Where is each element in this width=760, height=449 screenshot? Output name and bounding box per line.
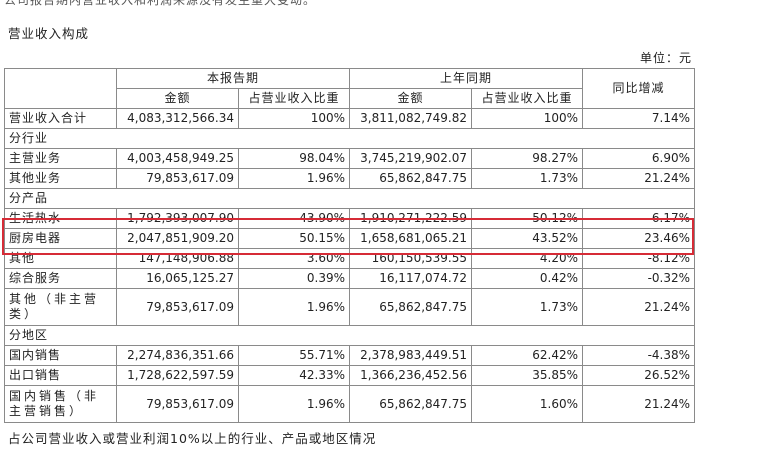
section-label-industry: 分行业 bbox=[3, 128, 696, 149]
current-amount: 1,728,622,597.59 bbox=[116, 365, 239, 386]
previous-amount: 1,658,681,065.21 bbox=[349, 228, 473, 249]
section-row: 分行业 bbox=[3, 128, 696, 149]
previous-ratio: 62.42% bbox=[471, 345, 584, 366]
header-same-period-last-year: 上年同期 bbox=[349, 68, 584, 89]
previous-ratio: 1.60% bbox=[471, 385, 584, 423]
current-amount: 79,853,617.09 bbox=[116, 385, 239, 423]
current-amount: 16,065,125.27 bbox=[116, 268, 239, 289]
current-amount: 4,083,312,566.34 bbox=[116, 108, 239, 129]
current-ratio: 43.90% bbox=[237, 208, 351, 229]
table-row: 国内销售（非主营销售） 79,853,617.09 1.96% 65,862,8… bbox=[4, 385, 696, 423]
previous-amount: 3,811,082,749.82 bbox=[349, 108, 473, 129]
current-ratio: 3.60% bbox=[237, 248, 351, 269]
previous-amount: 65,862,847.75 bbox=[349, 168, 473, 189]
subheader-amount: 金额 bbox=[349, 88, 473, 109]
previous-amount: 3,745,219,902.07 bbox=[349, 148, 473, 169]
row-label: 其他 bbox=[4, 248, 117, 269]
yoy-change: 21.24% bbox=[582, 288, 696, 326]
yoy-change: 6.90% bbox=[582, 148, 696, 169]
row-label: 综合服务 bbox=[4, 268, 117, 289]
row-label: 国内销售 bbox=[4, 345, 117, 366]
current-amount: 1,792,393,007.90 bbox=[116, 208, 239, 229]
previous-ratio: 43.52% bbox=[471, 228, 584, 249]
table-row: 主营业务 4,003,458,949.25 98.04% 3,745,219,9… bbox=[4, 148, 696, 169]
yoy-change: 23.46% bbox=[582, 228, 696, 249]
yoy-change: -8.12% bbox=[582, 248, 696, 269]
row-label: 国内销售（非主营销售） bbox=[4, 385, 117, 423]
previous-ratio: 1.73% bbox=[471, 288, 584, 326]
previous-amount: 1,910,271,222.59 bbox=[349, 208, 473, 229]
revenue-composition-table: 本报告期 上年同期 同比增减 金额 占营业收入比重 金额 占营业收入比重 营业收… bbox=[3, 68, 696, 423]
previous-amount: 1,366,236,452.56 bbox=[349, 365, 473, 386]
row-label: 营业收入合计 bbox=[4, 108, 117, 129]
previous-ratio: 98.27% bbox=[471, 148, 584, 169]
section-row: 分地区 bbox=[3, 325, 696, 346]
previous-ratio: 1.73% bbox=[471, 168, 584, 189]
yoy-change: -0.32% bbox=[582, 268, 696, 289]
previous-ratio: 4.20% bbox=[471, 248, 584, 269]
table-row: 其他 147,148,906.88 3.60% 160,150,539.55 4… bbox=[4, 248, 696, 269]
section-row: 分产品 bbox=[3, 188, 696, 209]
current-ratio: 42.33% bbox=[237, 365, 351, 386]
previous-ratio: 100% bbox=[471, 108, 584, 129]
header-current-period: 本报告期 bbox=[115, 68, 351, 89]
table-row: 国内销售 2,274,836,351.66 55.71% 2,378,983,4… bbox=[4, 345, 696, 366]
current-amount: 147,148,906.88 bbox=[116, 248, 239, 269]
table-row: 营业收入合计 4,083,312,566.34 100% 3,811,082,7… bbox=[4, 108, 696, 129]
table-row: 生活热水 1,792,393,007.90 43.90% 1,910,271,2… bbox=[4, 208, 696, 229]
unit-label: 单位：元 bbox=[639, 51, 692, 65]
yoy-change: -4.38% bbox=[582, 345, 696, 366]
yoy-change: -6.17% bbox=[582, 208, 696, 229]
subheader-ratio: 占营业收入比重 bbox=[237, 88, 351, 109]
previous-amount: 160,150,539.55 bbox=[349, 248, 473, 269]
current-ratio: 1.96% bbox=[237, 288, 351, 326]
previous-ratio: 35.85% bbox=[471, 365, 584, 386]
previous-amount: 65,862,847.75 bbox=[349, 385, 473, 423]
footnote: 占公司营业收入或营业利润10%以上的行业、产品或地区情况 bbox=[8, 431, 377, 446]
yoy-change: 26.52% bbox=[582, 365, 696, 386]
table-row: 其他（非主营类） 79,853,617.09 1.96% 65,862,847.… bbox=[4, 288, 696, 326]
current-ratio: 98.04% bbox=[237, 148, 351, 169]
yoy-change: 21.24% bbox=[582, 168, 696, 189]
current-ratio: 1.96% bbox=[237, 385, 351, 423]
current-ratio: 50.15% bbox=[237, 228, 351, 249]
row-label: 厨房电器 bbox=[4, 228, 117, 249]
row-label: 主营业务 bbox=[4, 148, 117, 169]
yoy-change: 7.14% bbox=[582, 108, 696, 129]
header-blank-cell bbox=[4, 68, 117, 109]
section-label-region: 分地区 bbox=[3, 325, 696, 346]
previous-ratio: 0.42% bbox=[471, 268, 584, 289]
current-amount: 79,853,617.09 bbox=[116, 168, 239, 189]
subheader-amount: 金额 bbox=[116, 88, 239, 109]
previous-amount: 65,862,847.75 bbox=[349, 288, 473, 326]
current-amount: 4,003,458,949.25 bbox=[116, 148, 239, 169]
header-row: 本报告期 上年同期 同比增减 bbox=[4, 68, 696, 109]
current-ratio: 0.39% bbox=[237, 268, 351, 289]
current-ratio: 100% bbox=[237, 108, 351, 129]
header-yoy: 同比增减 bbox=[582, 68, 696, 109]
row-label: 其他业务 bbox=[4, 168, 117, 189]
current-amount: 2,047,851,909.20 bbox=[116, 228, 239, 249]
section-heading: 营业收入构成 bbox=[8, 26, 90, 41]
previous-ratio: 50.12% bbox=[471, 208, 584, 229]
previous-amount: 2,378,983,449.51 bbox=[349, 345, 473, 366]
section-label-product: 分产品 bbox=[3, 188, 696, 209]
yoy-change: 21.24% bbox=[582, 385, 696, 423]
subheader-ratio: 占营业收入比重 bbox=[471, 88, 584, 109]
table-row: 综合服务 16,065,125.27 0.39% 16,117,074.72 0… bbox=[4, 268, 696, 289]
row-label: 出口销售 bbox=[4, 365, 117, 386]
table-row: 厨房电器 2,047,851,909.20 50.15% 1,658,681,0… bbox=[4, 228, 696, 249]
table-row: 出口销售 1,728,622,597.59 42.33% 1,366,236,4… bbox=[4, 365, 696, 386]
current-ratio: 55.71% bbox=[237, 345, 351, 366]
previous-amount: 16,117,074.72 bbox=[349, 268, 473, 289]
row-label: 生活热水 bbox=[4, 208, 117, 229]
current-ratio: 1.96% bbox=[237, 168, 351, 189]
current-amount: 2,274,836,351.66 bbox=[116, 345, 239, 366]
current-amount: 79,853,617.09 bbox=[116, 288, 239, 326]
row-label: 其他（非主营类） bbox=[4, 288, 117, 326]
cut-off-text: 公司报告期内营业收入和利润来源没有发生重大变动。 bbox=[4, 0, 317, 7]
table-row: 其他业务 79,853,617.09 1.96% 65,862,847.75 1… bbox=[4, 168, 696, 189]
